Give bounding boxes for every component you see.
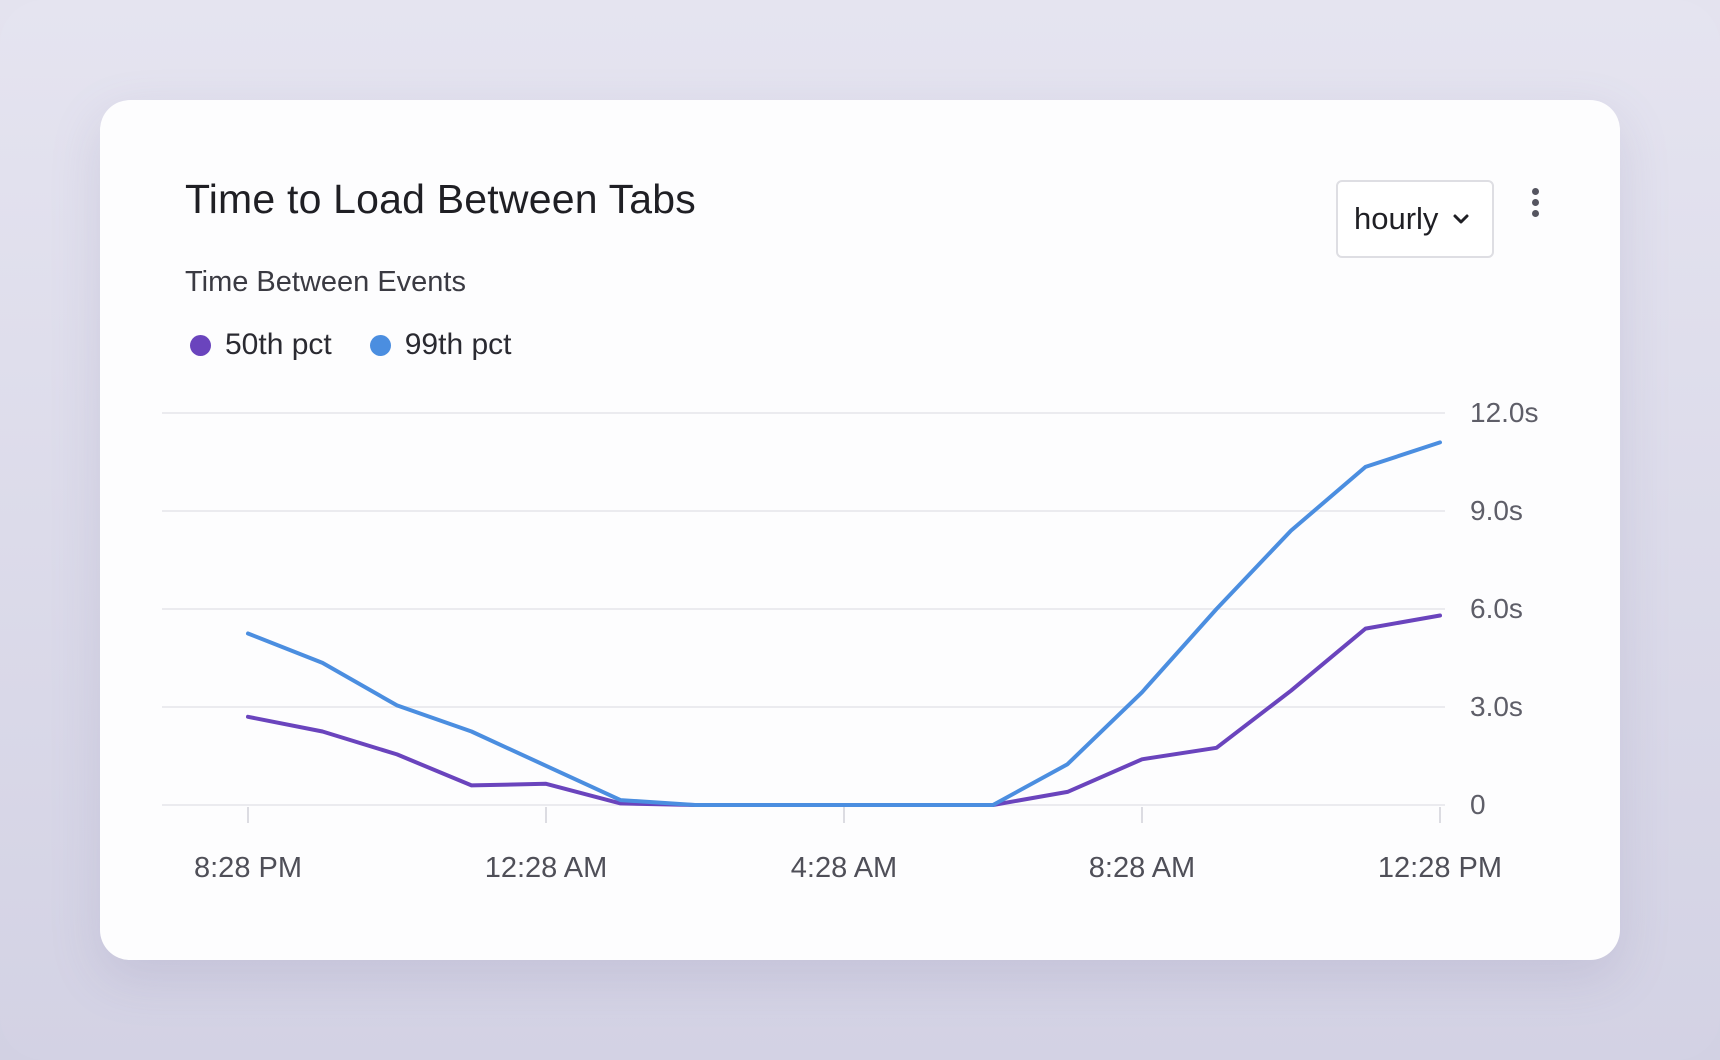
x-tick-label: 4:28 AM [791,852,897,884]
chart-card: 8:28 PM 12:28 AM 4:28 AM 8:28 AM 12:28 PM 0 3… [100,100,1620,960]
card-title: Time to Load Between Tabs [185,176,696,222]
legend-label: 99th pct [404,328,512,361]
x-axis: 8:28 PM 12:28 AM 4:28 AM 8:28 AM 12:28 PM [194,807,1502,884]
y-tick-label: 3.0s [1470,691,1523,722]
legend-item-99th[interactable]: 99th pct [369,328,512,362]
legend-item-50th[interactable]: 50th pct [190,328,332,362]
y-tick-label: 0 [1470,789,1486,820]
legend: 50th pct 99th pct [190,328,512,362]
series-line-50th-pct [246,613,1442,807]
y-tick-label: 12.0s [1470,397,1539,428]
x-tick-label: 8:28 PM [194,852,302,884]
y-tick-label: 9.0s [1470,495,1523,526]
interval-select[interactable]: hourly [1336,180,1494,258]
interval-select-value: hourly [1354,201,1439,236]
line-chart: 8:28 PM 12:28 AM 4:28 AM 8:28 AM 12:28 PM 0 3… [162,397,1539,884]
y-tick-label: 6.0s [1470,593,1523,624]
chevron-down-icon [1453,214,1469,224]
grid-lines [162,412,1445,806]
y-axis: 0 3.0s 6.0s 9.0s 12.0s [1470,397,1539,820]
series-lines [246,440,1442,807]
series-line-99th-pct [246,440,1442,807]
x-tick-label: 8:28 AM [1089,852,1195,884]
chart-subtitle: Time Between Events [185,266,466,298]
legend-dot-icon [190,334,211,356]
vertical-dots-icon[interactable] [1520,182,1550,222]
x-tick-label: 12:28 AM [485,852,608,884]
legend-dot-icon [369,334,391,356]
legend-label: 50th pct [225,328,332,361]
x-tick-label: 12:28 PM [1378,852,1502,884]
